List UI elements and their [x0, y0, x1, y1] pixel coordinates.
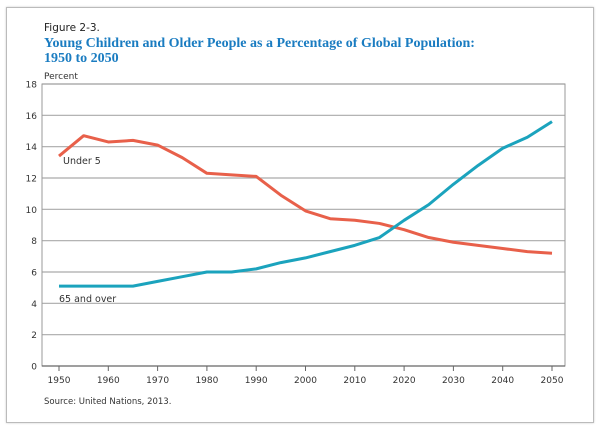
y-tick-label: 2: [31, 331, 37, 341]
x-tick-label: 1960: [97, 376, 120, 386]
series-label-65-and-over: 65 and over: [59, 294, 116, 305]
x-tick-label: 1970: [146, 376, 169, 386]
x-tick-label: 2040: [491, 376, 514, 386]
figure-frame: [6, 7, 594, 423]
plot-border: [41, 83, 566, 367]
y-axis-label: Percent: [44, 72, 78, 82]
figure-label: Figure 2-3.: [44, 22, 100, 34]
x-tick-label: 2030: [442, 376, 465, 386]
series-label-under-5: Under 5: [63, 156, 101, 167]
y-tick-label: 10: [26, 206, 38, 216]
x-tick-label: 1950: [48, 376, 71, 386]
x-tick-label: 2050: [541, 376, 564, 386]
chart-title-line2: 1950 to 2050: [44, 51, 119, 66]
x-tick-label: 2000: [294, 376, 317, 386]
y-tick-label: 0: [31, 363, 37, 373]
y-tick-label: 14: [26, 143, 38, 153]
y-tick-label: 8: [31, 237, 37, 247]
y-tick-label: 6: [31, 269, 37, 279]
x-tick-label: 2020: [393, 376, 416, 386]
y-tick-label: 18: [26, 81, 38, 91]
x-tick-label: 1980: [195, 376, 218, 386]
x-tick-label: 2010: [343, 376, 366, 386]
source-note: Source: United Nations, 2013.: [44, 397, 171, 407]
x-tick-label: 1990: [245, 376, 268, 386]
chart-title: Young Children and Older People as a Per…: [44, 36, 475, 66]
y-tick-label: 12: [26, 175, 37, 185]
y-tick-label: 4: [31, 300, 37, 310]
series-line-under-5: [58, 134, 553, 255]
y-tick-label: 16: [26, 112, 38, 122]
chart-title-line1: Young Children and Older People as a Per…: [44, 36, 475, 51]
